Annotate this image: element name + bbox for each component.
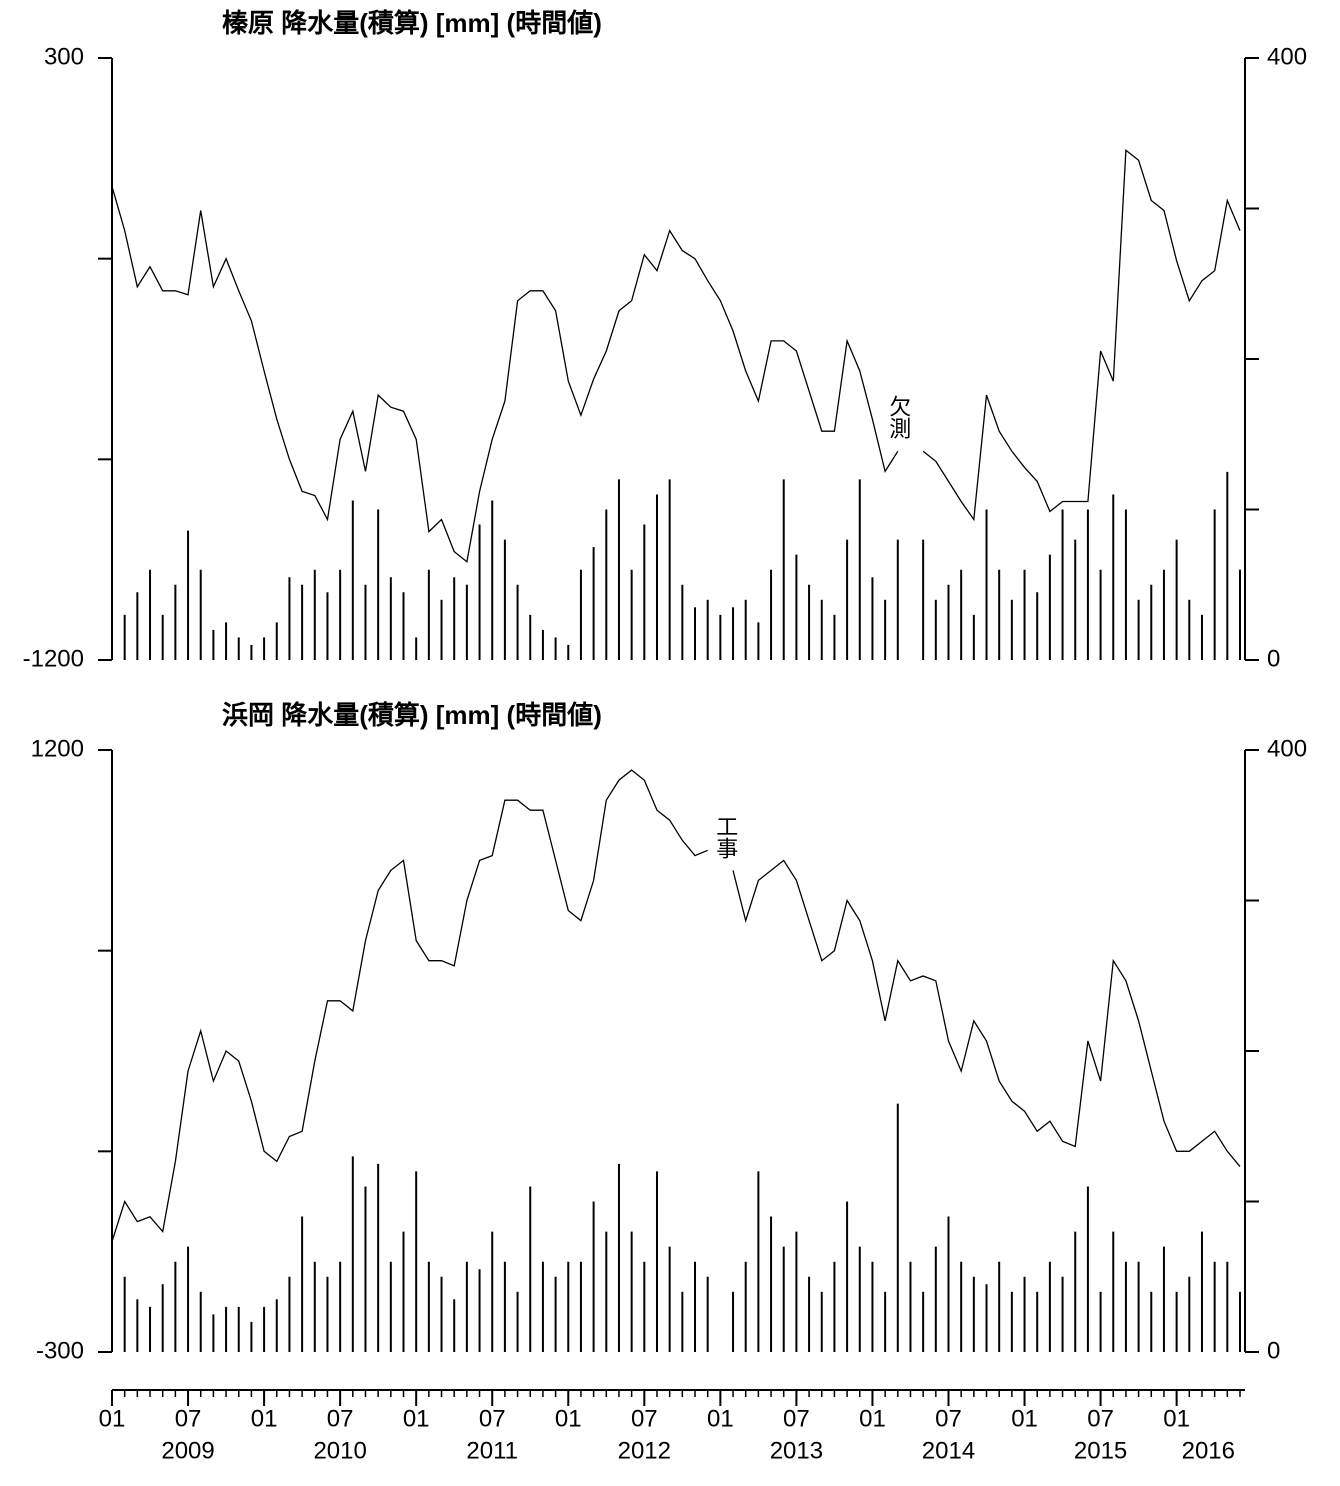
x-tick-label: 01 <box>1011 1405 1038 1432</box>
year-label: 2014 <box>922 1437 975 1464</box>
chart-title: 浜岡 降水量(積算) [mm] (時間値) <box>222 700 602 730</box>
cumulative-line <box>111 769 1241 1242</box>
y-tick-label: -300 <box>36 1337 84 1364</box>
y2-tick-label: 400 <box>1267 735 1307 762</box>
x-tick-label: 07 <box>935 1405 962 1432</box>
year-label: 2011 <box>466 1437 518 1464</box>
y-tick-label: 300 <box>44 43 84 70</box>
x-tick-label: 07 <box>479 1405 506 1432</box>
x-tick-label: 01 <box>707 1405 734 1432</box>
x-tick-label: 01 <box>403 1405 430 1432</box>
x-tick-label: 01 <box>99 1405 126 1432</box>
year-label: 2012 <box>618 1437 671 1464</box>
year-label: 2009 <box>161 1437 214 1464</box>
x-tick-label: 07 <box>327 1405 354 1432</box>
y2-tick-label: 0 <box>1267 1337 1280 1364</box>
x-tick-label: 01 <box>251 1405 278 1432</box>
x-tick-label: 07 <box>175 1405 202 1432</box>
x-tick-label: 01 <box>859 1405 886 1432</box>
annotation: 工事 <box>713 815 738 859</box>
y2-tick-label: 400 <box>1267 43 1307 70</box>
x-tick-label: 01 <box>1163 1405 1190 1432</box>
x-tick-label: 07 <box>631 1405 658 1432</box>
year-label: 2010 <box>313 1437 366 1464</box>
y2-tick-label: 0 <box>1267 645 1280 672</box>
annotation: 欠測 <box>886 395 911 439</box>
chart-title: 榛原 降水量(積算) [mm] (時間値) <box>222 8 602 38</box>
x-tick-label: 07 <box>1087 1405 1114 1432</box>
cumulative-line <box>111 149 1241 563</box>
year-label: 2015 <box>1074 1437 1127 1464</box>
x-tick-label: 01 <box>555 1405 582 1432</box>
y-tick-label: 1200 <box>31 735 84 762</box>
year-label: 2013 <box>770 1437 823 1464</box>
year-label: 2016 <box>1182 1437 1235 1464</box>
y-tick-label: -1200 <box>23 645 84 672</box>
x-tick-label: 07 <box>783 1405 810 1432</box>
